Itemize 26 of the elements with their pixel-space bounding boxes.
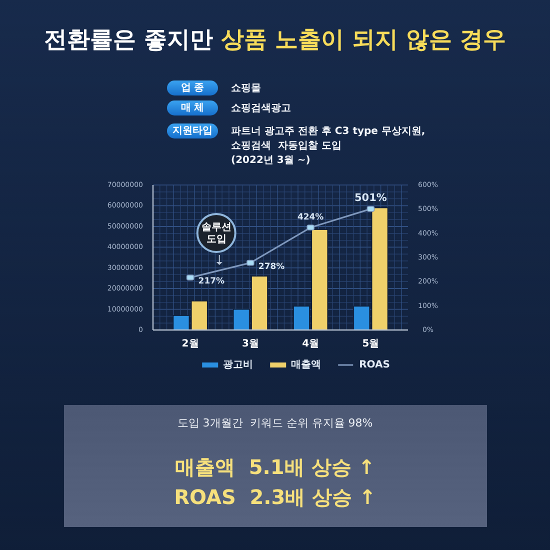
text: 매출액 <box>291 360 322 370</box>
text: 업 종 <box>180 82 204 94</box>
point <box>246 260 254 266</box>
x-tick-label: 5월 <box>362 338 380 350</box>
point <box>186 274 194 280</box>
text: ROAS 2.3배 상승 ↑ <box>174 485 376 509</box>
text: 매출액 5.1배 상승 ↑ <box>174 455 376 479</box>
legend-label: 광고비 <box>223 360 254 370</box>
annotation: 솔루션 도입 <box>201 222 232 244</box>
x-tick-label: 2월 <box>182 338 199 350</box>
data-label: 424% <box>297 212 324 223</box>
chart-title: 전환률은 좋지만 상품 노출이 되지 않은 경우 <box>44 27 506 53</box>
legend-label: ROAS <box>359 360 390 370</box>
x-tick-label: 4월 <box>302 338 320 350</box>
text: 도입 3개월간 키워드 순위 유지율 98% <box>177 416 373 430</box>
x-tick-label: 3월 <box>242 338 259 350</box>
text: 매 체 <box>180 102 204 114</box>
text: 쇼핑몰 <box>231 82 261 94</box>
data-label: 278% <box>258 262 286 272</box>
point <box>306 224 314 230</box>
text: 쇼핑검색광고 <box>231 102 291 114</box>
text: 지원타입 <box>172 126 212 136</box>
text: 파트너 광고주 전환 후 C3 type 무상지원, 쇼핑검색 자동입찰 도입 (2022년 3월 ~) <box>231 126 426 166</box>
point <box>366 206 375 212</box>
data-label: 217% <box>198 276 226 287</box>
data-label: 501% <box>354 192 388 204</box>
